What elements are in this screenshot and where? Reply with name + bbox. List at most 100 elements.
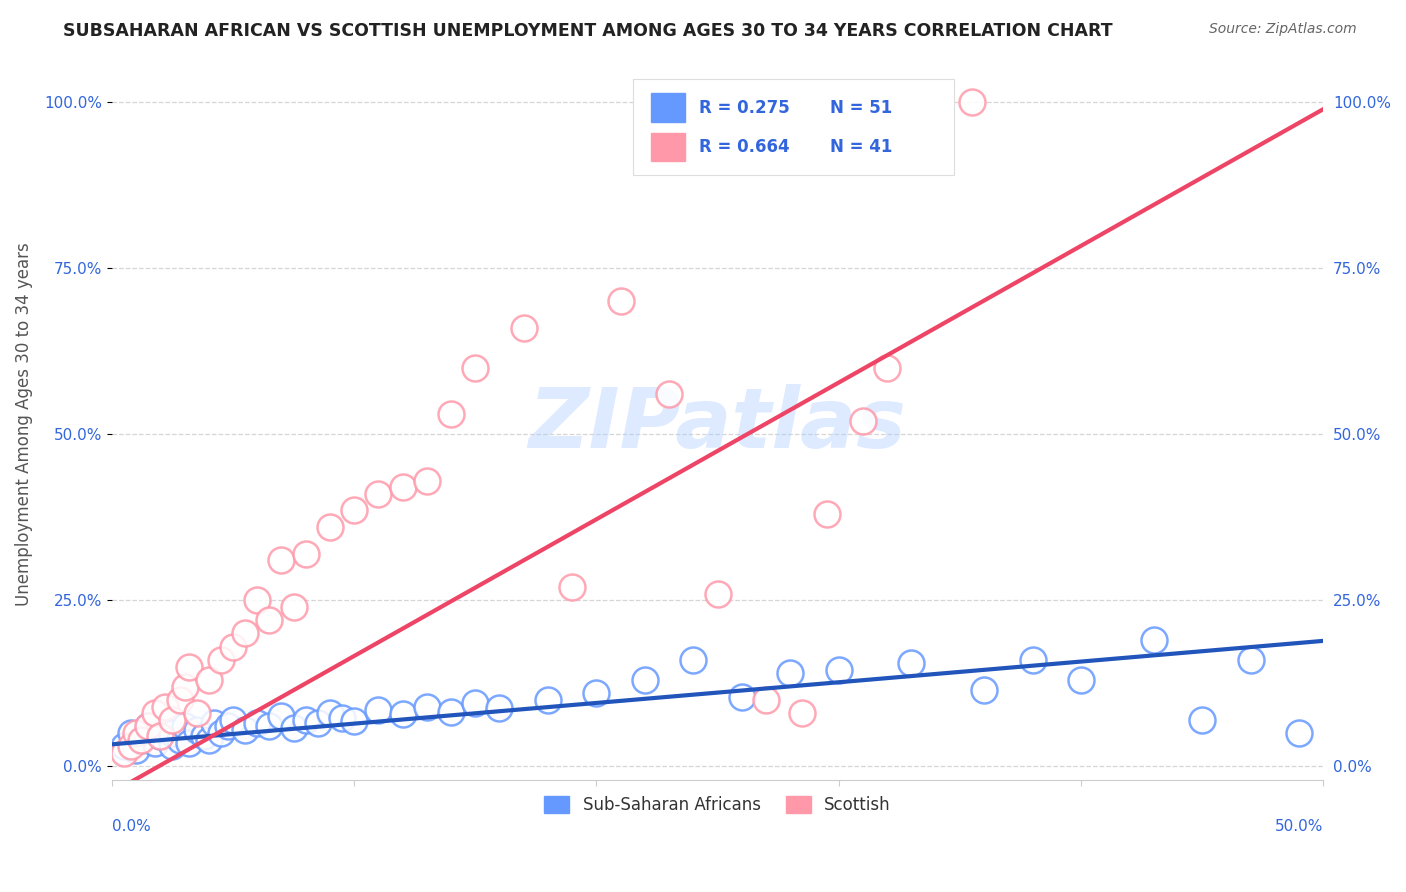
Point	[1143, 633, 1166, 648]
Legend: Sub-Saharan Africans, Scottish: Sub-Saharan Africans, Scottish	[537, 789, 897, 821]
Point	[270, 553, 292, 567]
Text: N = 41: N = 41	[830, 137, 893, 156]
Point	[259, 613, 281, 627]
Point	[367, 703, 389, 717]
Point	[609, 294, 631, 309]
Point	[153, 699, 176, 714]
Point	[792, 706, 814, 721]
Point	[343, 503, 366, 517]
Point	[125, 726, 148, 740]
Point	[186, 723, 208, 737]
Point	[149, 730, 172, 744]
Point	[193, 730, 215, 744]
Point	[440, 407, 463, 421]
Y-axis label: Unemployment Among Ages 30 to 34 years: Unemployment Among Ages 30 to 34 years	[15, 243, 32, 606]
Point	[537, 693, 560, 707]
Point	[246, 593, 269, 607]
Point	[1021, 653, 1043, 667]
Point	[319, 706, 342, 721]
Point	[209, 726, 232, 740]
Text: Source: ZipAtlas.com: Source: ZipAtlas.com	[1209, 22, 1357, 37]
Point	[973, 682, 995, 697]
Point	[634, 673, 657, 687]
Point	[270, 709, 292, 723]
FancyBboxPatch shape	[651, 94, 685, 122]
Point	[112, 739, 135, 754]
Point	[169, 732, 191, 747]
Point	[186, 706, 208, 721]
Point	[1288, 726, 1310, 740]
Text: 0.0%: 0.0%	[112, 819, 150, 834]
Point	[179, 659, 201, 673]
Point	[136, 719, 159, 733]
Point	[876, 360, 898, 375]
Point	[307, 716, 329, 731]
Point	[852, 414, 875, 428]
Text: SUBSAHARAN AFRICAN VS SCOTTISH UNEMPLOYMENT AMONG AGES 30 TO 34 YEARS CORRELATIO: SUBSAHARAN AFRICAN VS SCOTTISH UNEMPLOYM…	[63, 22, 1114, 40]
Point	[960, 95, 983, 109]
Text: ZIPatlas: ZIPatlas	[529, 384, 907, 465]
Point	[319, 520, 342, 534]
Point	[561, 580, 583, 594]
Point	[179, 736, 201, 750]
Point	[900, 657, 922, 671]
Point	[367, 487, 389, 501]
Point	[136, 719, 159, 733]
Point	[464, 360, 486, 375]
Point	[464, 696, 486, 710]
Point	[222, 640, 245, 654]
Point	[391, 480, 413, 494]
Point	[233, 626, 256, 640]
Text: R = 0.275: R = 0.275	[699, 99, 790, 117]
Point	[120, 726, 142, 740]
Point	[1191, 713, 1213, 727]
Point	[658, 387, 681, 401]
Point	[440, 705, 463, 719]
Point	[343, 714, 366, 728]
Point	[162, 713, 184, 727]
Point	[682, 653, 704, 667]
Point	[209, 653, 232, 667]
Point	[706, 586, 728, 600]
Point	[145, 736, 167, 750]
Point	[330, 711, 353, 725]
FancyBboxPatch shape	[651, 133, 685, 161]
Point	[149, 730, 172, 744]
Point	[112, 746, 135, 760]
Point	[169, 693, 191, 707]
Text: N = 51: N = 51	[830, 99, 893, 117]
Point	[1070, 673, 1092, 687]
Point	[197, 673, 219, 687]
Point	[585, 686, 607, 700]
Point	[283, 721, 305, 735]
Point	[755, 693, 778, 707]
Point	[197, 732, 219, 747]
Point	[162, 726, 184, 740]
Point	[233, 723, 256, 737]
Point	[391, 707, 413, 722]
Point	[416, 474, 439, 488]
Point	[129, 732, 152, 747]
Point	[416, 699, 439, 714]
Point	[924, 95, 946, 109]
Point	[815, 507, 838, 521]
Point	[217, 719, 239, 733]
Point	[779, 666, 801, 681]
Point	[1239, 653, 1261, 667]
Point	[488, 701, 510, 715]
Point	[125, 742, 148, 756]
Point	[153, 723, 176, 737]
Text: 50.0%: 50.0%	[1275, 819, 1323, 834]
Point	[202, 716, 225, 731]
Point	[294, 713, 316, 727]
Point	[145, 706, 167, 721]
Point	[259, 719, 281, 733]
Point	[246, 716, 269, 731]
Point	[731, 690, 754, 704]
Point	[222, 713, 245, 727]
Point	[129, 732, 152, 747]
Point	[120, 739, 142, 754]
Point	[283, 599, 305, 614]
Point	[828, 663, 851, 677]
Point	[173, 719, 195, 733]
